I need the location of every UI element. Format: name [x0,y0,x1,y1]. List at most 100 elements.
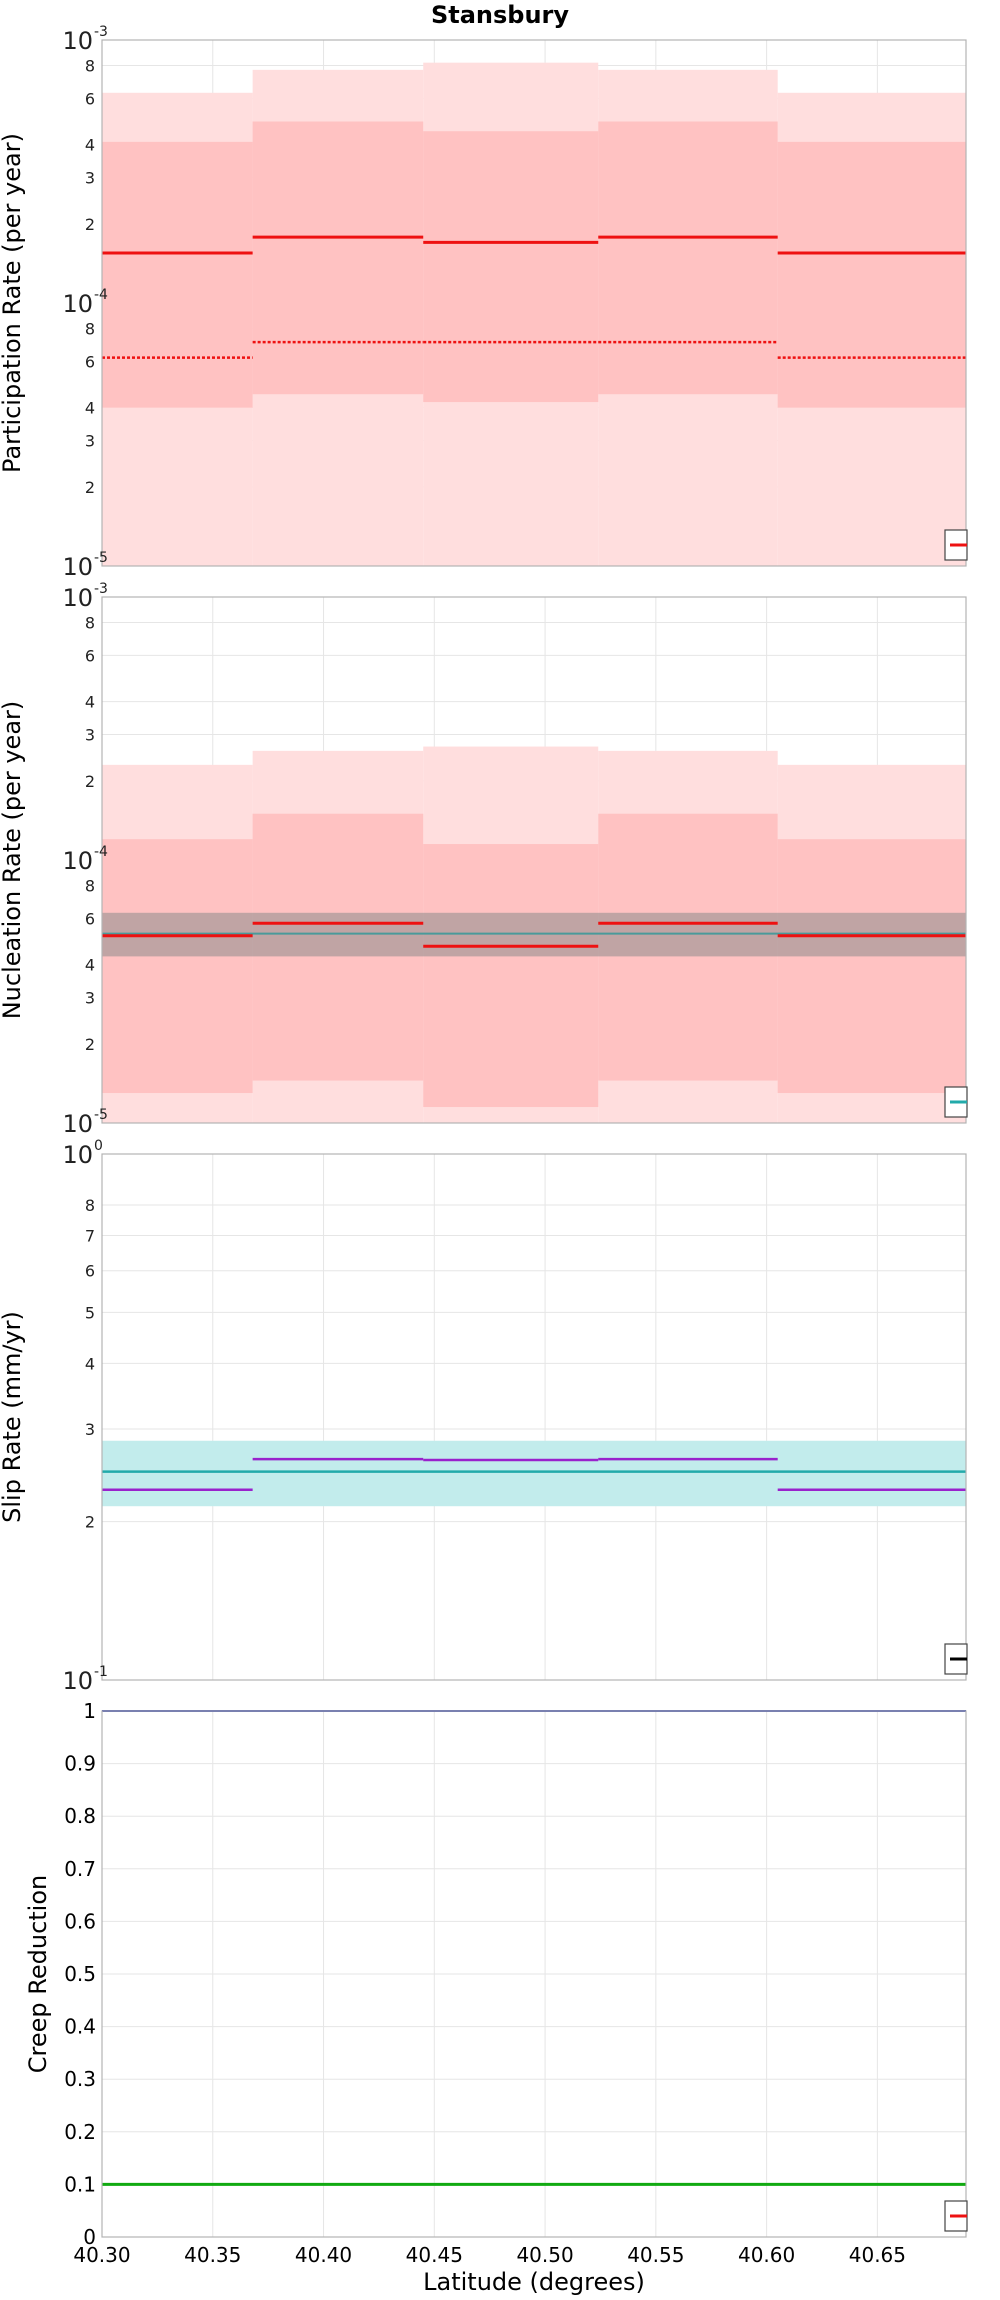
y-tick-labels: 0 0.1 0.2 0.3 0.4 0.5 0.6 0.7 0.8 0.9 1 [64,1699,96,2249]
y-tick-label: 1 [83,1699,96,1723]
x-tick-label: 40.30 [73,2243,130,2267]
y-minor-tick-label: 6 [85,89,95,108]
uncertainty-band [102,121,966,408]
y-minor-tick-label: 7 [85,1226,95,1245]
plot-frame [101,596,967,1124]
y-minor-tick-label: 3 [85,169,95,188]
y-tick-label: 0.5 [64,1962,96,1986]
y-tick-label: 0.3 [64,2067,96,2091]
y-minor-tick-label: 2 [85,772,95,791]
x-tick-label: 40.40 [295,2243,352,2267]
y-major-tick-base: 10 [62,584,93,612]
x-axis: 40.30 40.35 40.40 40.45 40.50 40.55 40.60 40.65 [73,2243,906,2267]
y-minor-tick-label: 3 [85,989,95,1008]
y-major-tick-label: 10 -3 [62,581,108,612]
y-minor-tick-label: 3 [85,726,95,745]
y-major-tick-exponent: -3 [94,581,108,597]
y-tick-label: 0.8 [64,1804,96,1828]
y-minor-tick-label: 6 [85,1262,95,1281]
uncertainty-band [102,813,966,1108]
y-tick-label: 0 [83,2225,96,2249]
y-tick-label: 0.4 [64,2015,96,2039]
y-minor-tick-label: 2 [85,1035,95,1054]
y-axis-label: Creep Reduction [24,1875,52,2073]
band-segment [102,1440,966,1507]
y-major-tick-label: 10 0 [62,1138,102,1169]
y-tick-label: 0.6 [64,1909,96,1933]
y-major-tick-exponent: -4 [94,844,108,860]
series-mean [102,235,966,255]
y-major-tick-base: 10 [62,1141,93,1169]
chart-title: Stansbury [431,1,569,29]
y-minor-tick-label: 2 [85,478,95,497]
y-axis-label: Nucleation Rate (per year) [0,701,26,1020]
y-minor-tick-label: 4 [85,693,95,712]
series-solution [102,1457,966,1491]
legend [944,529,968,561]
y-minor-tick-label: 3 [85,1420,95,1439]
plot-frame [101,39,967,567]
y-major-tick-exponent: -3 [94,24,108,40]
y-major-tick-base: 10 [62,1667,93,1695]
y-major-tick-label: 10 -4 [62,287,108,318]
x-tick-label: 40.50 [516,2243,573,2267]
y-major-tick-label: 10 -1 [62,1664,108,1695]
y-minor-tick-label: 8 [85,56,95,75]
y-major-tick-base: 10 [62,1110,93,1138]
x-tick-label: 40.55 [627,2243,684,2267]
y-minor-tick-label: 4 [85,136,95,155]
y-minor-tick-label: 5 [85,1303,95,1322]
y-major-tick-exponent: -5 [94,1107,108,1123]
y-major-tick-base: 10 [62,553,93,581]
band-segment [423,131,599,403]
band-segment [423,844,599,1108]
x-tick-label: 40.35 [184,2243,241,2267]
y-minor-tick-label: 2 [85,1513,95,1532]
y-minor-tick-label: 8 [85,613,95,632]
y-major-tick-exponent: -1 [94,1664,108,1680]
y-minor-tick-label: 8 [85,1196,95,1215]
band-segment [102,141,253,408]
y-major-tick-exponent: 0 [94,1138,103,1154]
y-minor-tick-label: 6 [85,646,95,665]
legend [944,1643,968,1675]
y-major-tick-base: 10 [62,290,93,318]
y-tick-label: 0.7 [64,1857,96,1881]
legend [944,1086,968,1118]
x-tick-label: 40.45 [406,2243,463,2267]
band-segment [777,839,966,1094]
band-segment [777,141,966,408]
legend [944,2200,968,2232]
y-minor-tick-label: 6 [85,909,95,928]
y-axis-label: Participation Rate (per year) [0,133,26,473]
y-major-tick-label: 10 -3 [62,24,108,55]
plot-frame [101,1153,967,1681]
y-major-tick-base: 10 [62,847,93,875]
y-tick-label: 0.2 [64,2120,96,2144]
x-tick-label: 40.60 [738,2243,795,2267]
y-minor-tick-label: 4 [85,399,95,418]
y-minor-tick-label: 4 [85,1354,95,1373]
plot-area [102,1154,966,1680]
y-major-tick-label: 10 -5 [62,550,108,581]
band-segment [252,121,424,395]
x-axis-label: Latitude (degrees) [423,2268,645,2296]
plot-frame [101,1710,967,2238]
band-segment [102,839,253,1094]
y-major-tick-exponent: -4 [94,287,108,303]
y-minor-tick-label: 8 [85,876,95,895]
y-minor-tick-label: 3 [85,432,95,451]
y-minor-tick-label: 4 [85,956,95,975]
y-axis-label: Slip Rate (mm/yr) [0,1311,26,1523]
y-minor-tick-label: 2 [85,215,95,234]
series-dotted [102,340,966,359]
panel-creep: 0 0.1 0.2 0.3 0.4 0.5 0.6 0.7 0.8 0.9 1 Creep Reduc… [24,1699,968,2249]
y-major-tick-base: 10 [62,27,93,55]
x-tick-label: 40.65 [849,2243,906,2267]
